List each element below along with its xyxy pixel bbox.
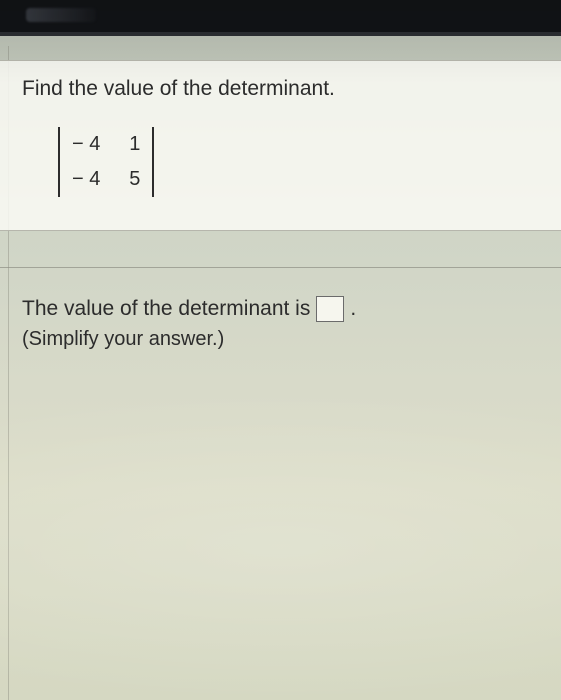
screen-bezel (0, 0, 561, 36)
device-frame: Find the value of the determinant. − 4 1… (0, 0, 561, 700)
matrix-grid: − 4 1 − 4 5 (66, 127, 146, 197)
answer-input[interactable] (316, 296, 344, 322)
question-box: Find the value of the determinant. − 4 1… (0, 60, 561, 231)
answer-sentence-suffix: . (350, 297, 356, 321)
question-prompt: Find the value of the determinant. (22, 77, 543, 101)
matrix-cell: − 4 (72, 168, 100, 191)
matrix-cell: − 4 (72, 133, 100, 156)
content-panel: Find the value of the determinant. − 4 1… (0, 46, 561, 700)
answer-hint: (Simplify your answer.) (22, 328, 543, 351)
determinant: − 4 1 − 4 5 (52, 127, 160, 197)
answer-sentence: The value of the determinant is . (22, 296, 543, 322)
matrix-cell: 5 (114, 168, 140, 191)
matrix-cell: 1 (114, 133, 140, 156)
answer-block: The value of the determinant is . (Simpl… (0, 296, 561, 351)
answer-sentence-prefix: The value of the determinant is (22, 297, 310, 321)
determinant-bar-right (152, 127, 154, 197)
determinant-bar-left (58, 127, 60, 197)
section-divider (0, 267, 561, 268)
